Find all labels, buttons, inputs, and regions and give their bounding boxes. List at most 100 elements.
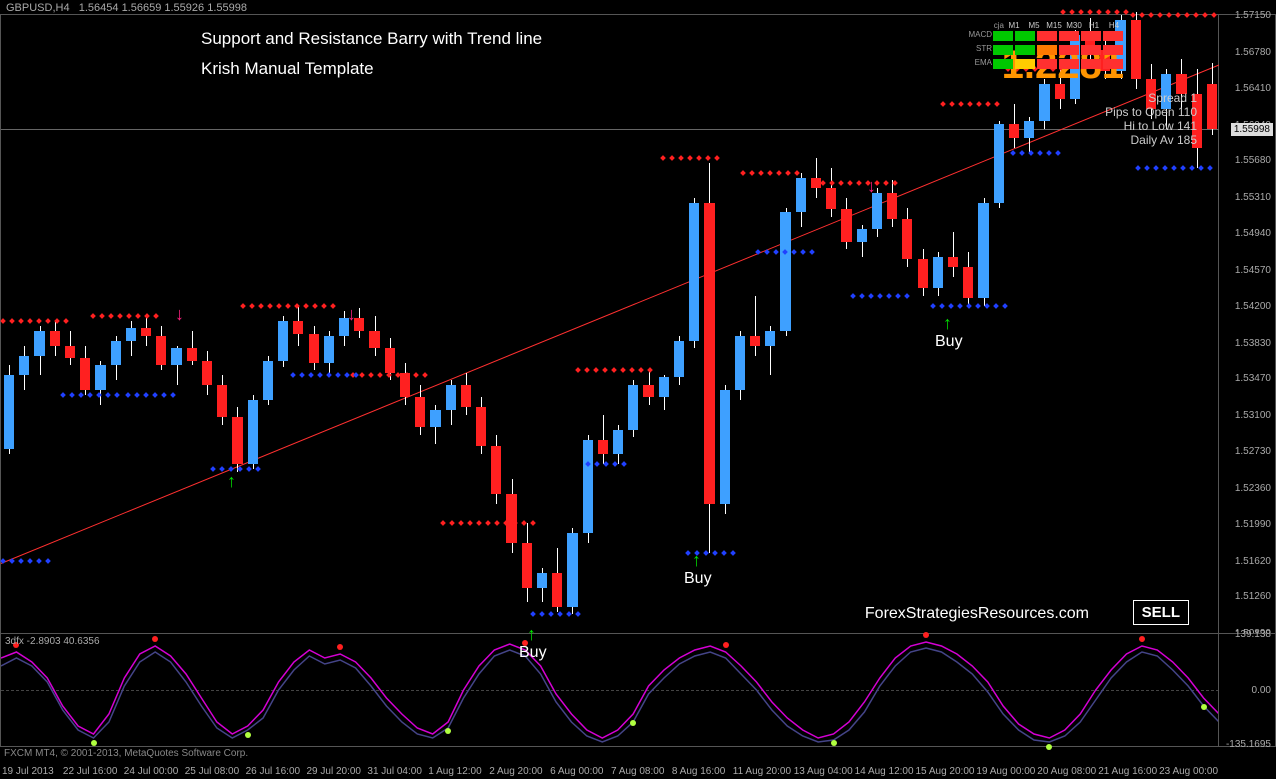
time-tick: 25 Jul 08:00 (185, 766, 240, 777)
candle[interactable] (719, 15, 732, 633)
chart-header: GBPUSD,H4 1.56454 1.56659 1.55926 1.5599… (6, 2, 247, 14)
candle[interactable] (993, 15, 1006, 633)
candle[interactable] (429, 15, 442, 633)
candle[interactable] (901, 15, 914, 633)
time-tick: 7 Aug 08:00 (611, 766, 664, 777)
candle[interactable] (186, 15, 199, 633)
buy-label: Buy (684, 570, 712, 588)
price-tick: 1.54200 (1235, 301, 1271, 312)
candle[interactable] (323, 15, 336, 633)
candle[interactable] (247, 15, 260, 633)
price-tick: 1.51260 (1235, 591, 1271, 602)
candle[interactable] (231, 15, 244, 633)
candle[interactable] (155, 15, 168, 633)
candle[interactable] (658, 15, 671, 633)
osc-trough-dot (1046, 744, 1052, 750)
candle[interactable] (262, 15, 275, 633)
candle[interactable] (886, 15, 899, 633)
candle[interactable] (688, 15, 701, 633)
info-line: Spread 1 (1105, 91, 1197, 105)
candle[interactable] (1084, 15, 1097, 633)
buy-arrow-icon: ↑ (227, 471, 236, 492)
candle[interactable] (642, 15, 655, 633)
ohlc-values: 1.56454 1.56659 1.55926 1.55998 (79, 2, 247, 14)
chart-title-1: Support and Resistance Barry with Trend … (201, 29, 542, 49)
info-line: Pips to Open 110 (1105, 105, 1197, 119)
candle[interactable] (79, 15, 92, 633)
candle[interactable] (764, 15, 777, 633)
time-tick: 23 Aug 00:00 (1159, 766, 1218, 777)
candle[interactable] (1023, 15, 1036, 633)
candle[interactable] (216, 15, 229, 633)
candle[interactable] (582, 15, 595, 633)
candle[interactable] (94, 15, 107, 633)
time-tick: 2 Aug 20:00 (489, 766, 542, 777)
candle[interactable] (460, 15, 473, 633)
watermark-text: ForexStrategiesResources.com (865, 605, 1089, 623)
candle[interactable] (125, 15, 138, 633)
buy-arrow-icon: ↑ (692, 550, 701, 571)
candle[interactable] (551, 15, 564, 633)
candle[interactable] (795, 15, 808, 633)
time-tick: 20 Aug 08:00 (1037, 766, 1096, 777)
candle[interactable] (1069, 15, 1082, 633)
osc-trough-dot (831, 740, 837, 746)
candle[interactable] (536, 15, 549, 633)
candle[interactable] (201, 15, 214, 633)
price-tick: 1.51620 (1235, 556, 1271, 567)
candle[interactable] (505, 15, 518, 633)
candle[interactable] (490, 15, 503, 633)
candle[interactable] (3, 15, 16, 633)
candle[interactable] (1038, 15, 1051, 633)
candle[interactable] (840, 15, 853, 633)
price-tick: 1.52360 (1235, 483, 1271, 494)
indicator-title: 3dfx -2.8903 40.6356 (5, 636, 100, 647)
candle[interactable] (414, 15, 427, 633)
candle[interactable] (810, 15, 823, 633)
candle[interactable] (1008, 15, 1021, 633)
current-price-marker: 1.55998 (1231, 123, 1273, 136)
candle[interactable] (475, 15, 488, 633)
candle[interactable] (612, 15, 625, 633)
candle[interactable] (64, 15, 77, 633)
candle[interactable] (277, 15, 290, 633)
osc-trough-dot (245, 732, 251, 738)
main-price-chart[interactable]: Support and Resistance Barry with Trend … (0, 14, 1220, 634)
oscillator-panel[interactable]: 3dfx -2.8903 40.6356 (0, 633, 1220, 747)
candle[interactable] (33, 15, 46, 633)
candle[interactable] (703, 15, 716, 633)
candle[interactable] (734, 15, 747, 633)
candle[interactable] (962, 15, 975, 633)
buy-arrow-icon: ↑ (527, 624, 536, 645)
time-tick: 6 Aug 00:00 (550, 766, 603, 777)
candle[interactable] (49, 15, 62, 633)
candle[interactable] (749, 15, 762, 633)
time-tick: 22 Jul 16:00 (63, 766, 118, 777)
horizontal-price-line (1, 129, 1219, 131)
candle[interactable] (521, 15, 534, 633)
candle[interactable] (140, 15, 153, 633)
candle[interactable] (627, 15, 640, 633)
time-tick: 14 Aug 12:00 (855, 766, 914, 777)
candle[interactable] (673, 15, 686, 633)
candle[interactable] (825, 15, 838, 633)
candle[interactable] (110, 15, 123, 633)
candle[interactable] (399, 15, 412, 633)
candle[interactable] (445, 15, 458, 633)
candle[interactable] (1054, 15, 1067, 633)
candle[interactable] (977, 15, 990, 633)
candle[interactable] (779, 15, 792, 633)
candle[interactable] (384, 15, 397, 633)
candle[interactable] (566, 15, 579, 633)
candle[interactable] (368, 15, 381, 633)
candle[interactable] (597, 15, 610, 633)
candle[interactable] (292, 15, 305, 633)
candle[interactable] (856, 15, 869, 633)
copyright-text: FXCM MT4, © 2001-2013, MetaQuotes Softwa… (4, 748, 248, 759)
candle[interactable] (917, 15, 930, 633)
price-tick: 1.56410 (1235, 83, 1271, 94)
candle[interactable] (308, 15, 321, 633)
candle[interactable] (1206, 15, 1219, 633)
info-line: Daily Av 185 (1105, 133, 1197, 147)
candle[interactable] (871, 15, 884, 633)
